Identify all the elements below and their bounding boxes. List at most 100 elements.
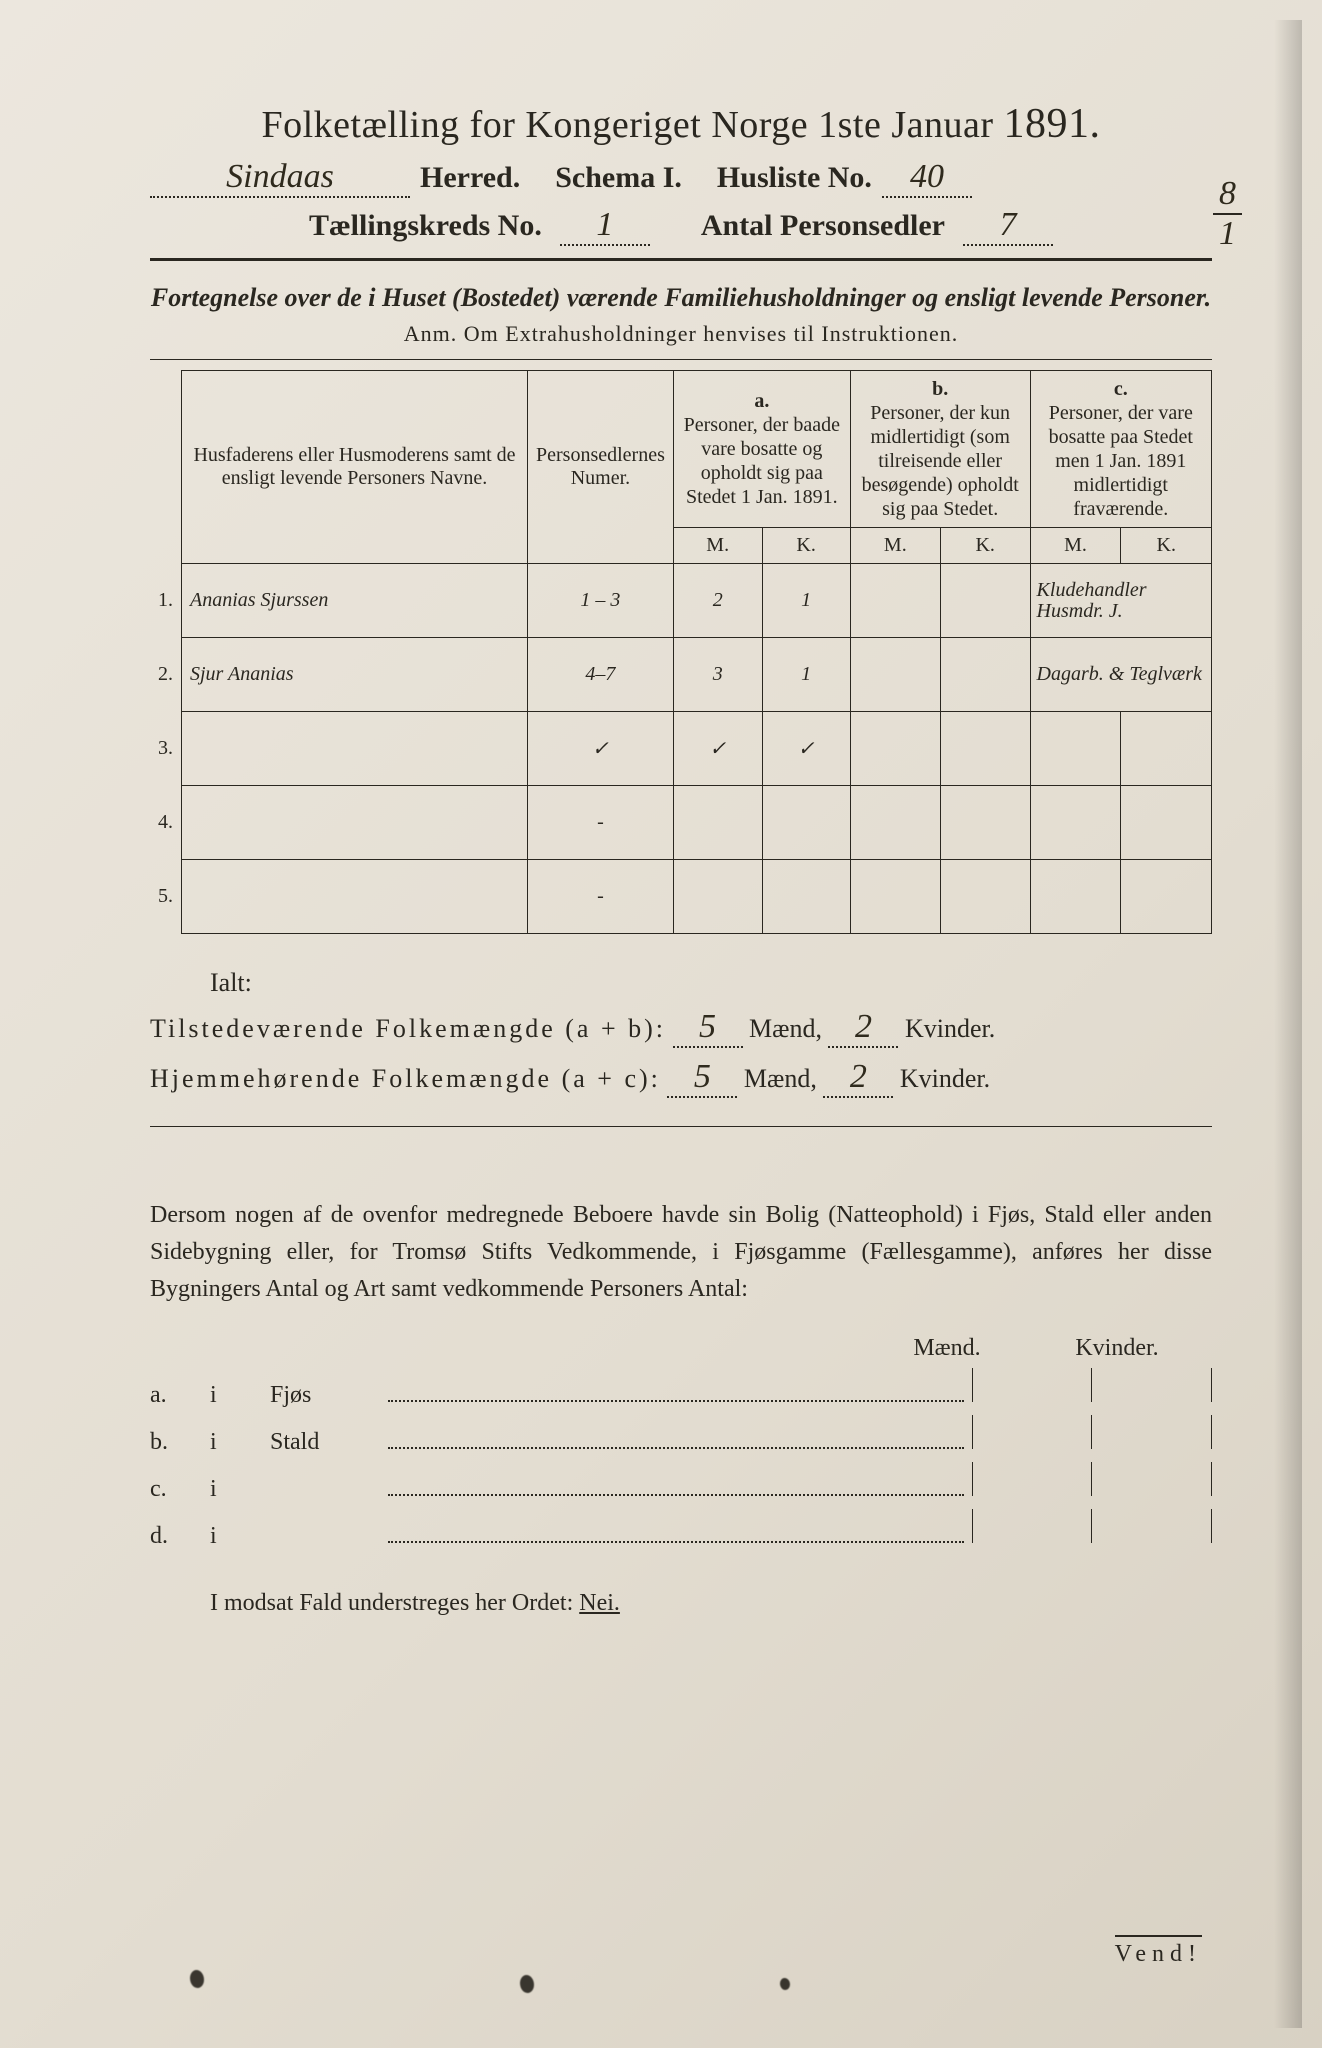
abcd-i: i	[210, 1523, 270, 1550]
head-c-k: K.	[1121, 528, 1212, 564]
head-c-text: Personer, der vare bosatte paa Stedet me…	[1039, 401, 1203, 521]
abcd-dots	[388, 1425, 964, 1449]
head-c: c. Personer, der vare bosatte paa Stedet…	[1030, 371, 1211, 528]
row-c-k	[1121, 786, 1212, 860]
head-a-tag: a.	[682, 389, 842, 413]
head-names: Husfaderens eller Husmoderens samt de en…	[182, 371, 528, 564]
row-name	[182, 786, 528, 860]
tot1-kvinder: Kvinder.	[905, 1014, 995, 1043]
paper-shadow	[1274, 20, 1302, 2028]
row-c-m	[1030, 786, 1121, 860]
table-row: 4. -	[150, 786, 1212, 860]
table-body: 1.Ananias Sjurssen1 – 321Kludehandler Hu…	[150, 564, 1212, 934]
antal-label: Antal Personsedler	[701, 209, 945, 243]
footer-line: I modsat Fald understreges her Ordet: Ne…	[150, 1590, 1212, 1617]
ink-blot	[780, 1978, 790, 1990]
tot2-m: 5	[667, 1058, 737, 1098]
head-a-m: M.	[673, 528, 762, 564]
rule-2	[150, 359, 1212, 360]
row-b-k	[940, 860, 1030, 934]
abcd-line: c.i	[150, 1462, 1212, 1503]
abcd-slot-k	[1092, 1415, 1212, 1449]
totals-line-2: Hjemmehørende Folkemængde (a + c): 5 Mæn…	[150, 1058, 1212, 1098]
row-a-m: ✓	[673, 712, 762, 786]
row-num: 4–7	[528, 638, 674, 712]
tot2-maend: Mænd,	[744, 1064, 817, 1093]
herred-line: Sindaas Herred. Schema I. Husliste No. 4…	[150, 158, 1212, 198]
row-b-m	[850, 786, 940, 860]
abcd-line: b.iStald	[150, 1415, 1212, 1456]
row-b-m	[850, 860, 940, 934]
ink-blot	[190, 1970, 204, 1988]
head-num: Personsedlernes Numer.	[528, 371, 674, 564]
tot1-label: Tilstedeværende Folkemængde (a + b):	[150, 1014, 666, 1043]
abcd-i: i	[210, 1382, 270, 1409]
rule-3	[150, 1126, 1212, 1127]
row-name: Ananias Sjurssen	[182, 564, 528, 638]
mk-header: Mænd. Kvinder.	[150, 1335, 1172, 1362]
abcd-line: d.i	[150, 1509, 1212, 1550]
row-name	[182, 712, 528, 786]
anm-note: Anm. Om Extrahusholdninger henvises til …	[150, 321, 1212, 347]
abcd-dots	[388, 1378, 964, 1402]
row-index: 5.	[150, 860, 182, 934]
census-table: Husfaderens eller Husmoderens samt de en…	[150, 370, 1212, 934]
row-a-k	[762, 860, 850, 934]
head-c-tag: c.	[1039, 377, 1203, 401]
row-c-m	[1030, 712, 1121, 786]
row-a-k: ✓	[762, 712, 850, 786]
row-index: 1.	[150, 564, 182, 638]
row-a-m	[673, 860, 762, 934]
vend-label: Vend!	[1115, 1935, 1202, 1968]
husliste-value: 40	[882, 158, 972, 198]
row-c-k	[1121, 860, 1212, 934]
tot2-kvinder: Kvinder.	[900, 1064, 990, 1093]
abcd-slot-m	[972, 1462, 1092, 1496]
table-head: Husfaderens eller Husmoderens samt de en…	[150, 371, 1212, 564]
abcd-label: c.	[150, 1476, 210, 1503]
row-name	[182, 860, 528, 934]
census-form-page: Folketælling for Kongeriget Norge 1ste J…	[0, 0, 1322, 2048]
row-index: 4.	[150, 786, 182, 860]
side-building-paragraph: Dersom nogen af de ovenfor medregnede Be…	[150, 1197, 1212, 1309]
herred-label: Herred.	[420, 161, 520, 195]
head-b: b. Personer, der kun midlertidigt (som t…	[850, 371, 1030, 528]
tot1-maend: Mænd,	[749, 1014, 822, 1043]
row-b-m	[850, 638, 940, 712]
mk-maend: Mænd.	[892, 1335, 1002, 1362]
page-title: Folketælling for Kongeriget Norge 1ste J…	[150, 100, 1212, 148]
abcd-slot-k	[1092, 1509, 1212, 1543]
kreds-line: Tællingskreds No. 1 Antal Personsedler 7	[150, 206, 1212, 246]
table-row: 3.✓✓✓	[150, 712, 1212, 786]
row-b-k	[940, 638, 1030, 712]
row-note: Kludehandler Husmdr. J.	[1030, 564, 1211, 638]
row-b-m	[850, 564, 940, 638]
row-b-k	[940, 564, 1030, 638]
abcd-block: a.iFjøsb.iStaldc.id.i	[150, 1368, 1212, 1550]
totals-line-1: Tilstedeværende Folkemængde (a + b): 5 M…	[150, 1008, 1212, 1048]
tot1-k: 2	[828, 1008, 898, 1048]
title-year: 1891.	[1004, 101, 1101, 147]
abcd-kind: Fjøs	[270, 1382, 380, 1409]
tkreds-value: 1	[560, 206, 650, 246]
row-a-k	[762, 786, 850, 860]
tot1-m: 5	[673, 1008, 743, 1048]
abcd-i: i	[210, 1476, 270, 1503]
row-c-k	[1121, 712, 1212, 786]
abcd-slot-m	[972, 1368, 1092, 1402]
row-num: -	[528, 786, 674, 860]
table-row: 5.-	[150, 860, 1212, 934]
tkreds-label: Tællingskreds No.	[309, 209, 542, 243]
row-a-m: 3	[673, 638, 762, 712]
frac-num: 8	[1213, 175, 1242, 215]
abcd-label: b.	[150, 1429, 210, 1456]
row-c-m	[1030, 860, 1121, 934]
tot2-k: 2	[823, 1058, 893, 1098]
abcd-i: i	[210, 1429, 270, 1456]
row-name: Sjur Ananias	[182, 638, 528, 712]
husliste-label: Husliste No.	[717, 161, 872, 195]
row-num: 1 – 3	[528, 564, 674, 638]
table-row: 1.Ananias Sjurssen1 – 321Kludehandler Hu…	[150, 564, 1212, 638]
foot-pre: I modsat Fald understreges her Ordet:	[210, 1590, 573, 1616]
row-b-k	[940, 712, 1030, 786]
